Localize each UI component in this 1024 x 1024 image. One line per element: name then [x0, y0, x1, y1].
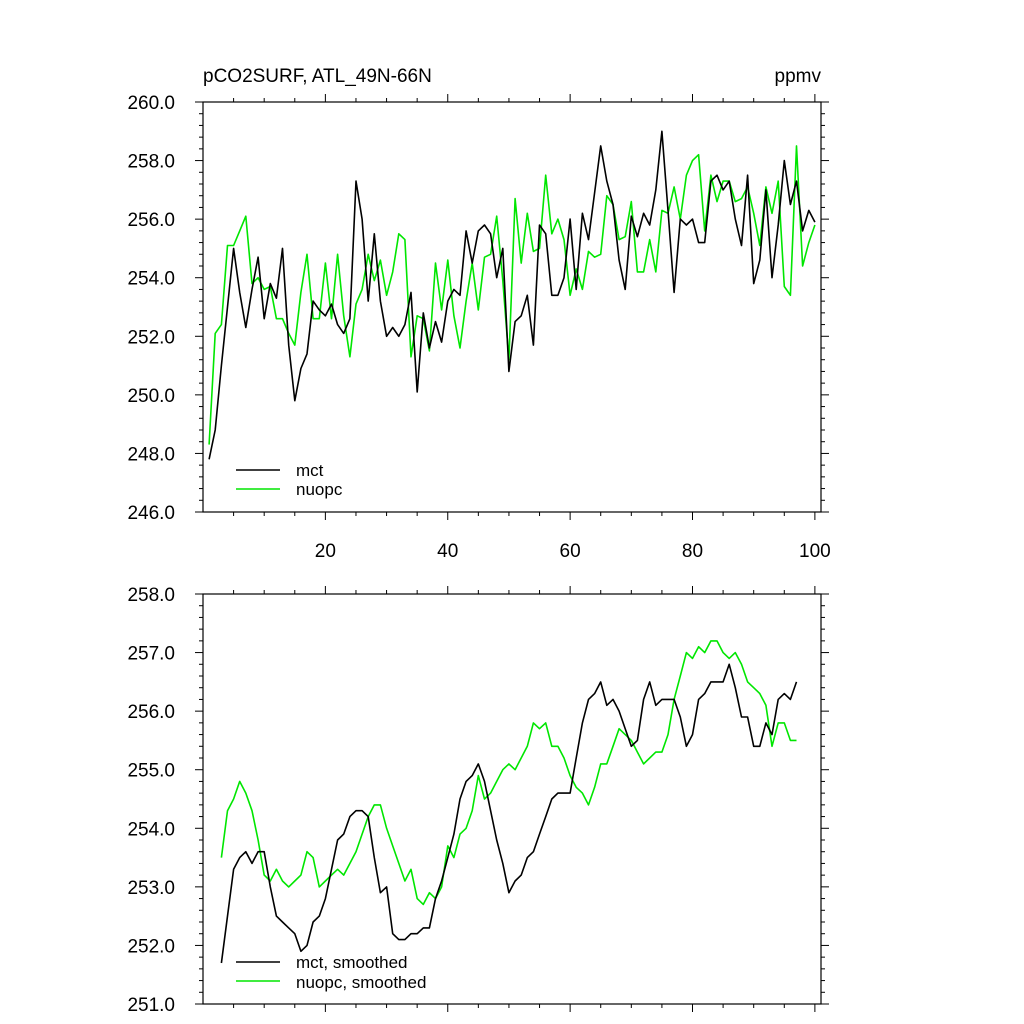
legend-bottom: mct, smoothed nuopc, smoothed: [236, 953, 426, 992]
y-tick-labels-top: 246.0 248.0 250.0 252.0 254.0 256.0 258.0 260.0: [127, 93, 175, 524]
legend-top: mct nuopc: [236, 461, 343, 499]
y-tick-label: 248.0: [127, 444, 175, 465]
y-tick-label: 246.0: [127, 503, 175, 524]
chart-title: pCO2SURF, ATL_49N-66N: [203, 66, 432, 87]
y-tick-label: 260.0: [127, 93, 175, 114]
y-tick-label: 252.0: [127, 327, 175, 348]
y-tick-label: 257.0: [127, 644, 175, 665]
x-tick-label: 100: [799, 541, 831, 562]
y-tick-label: 258.0: [127, 585, 175, 606]
plot-frame-top: [202, 101, 822, 513]
series-line-nuopc: [208, 145, 816, 445]
x-tick-label: 60: [560, 541, 581, 562]
y-tick-label: 258.0: [127, 152, 175, 173]
top-panel: pCO2SURF, ATL_49N-66N ppmv 246.0 248.0 250…: [127, 66, 830, 562]
x-tick-label: 40: [437, 541, 458, 562]
x-tick-label: 80: [682, 541, 703, 562]
y-tick-label: 256.0: [127, 210, 175, 231]
axis-ticks-bottom: [195, 586, 829, 1012]
y-tick-label: 250.0: [127, 386, 175, 407]
legend-label-mct-smoothed: mct, smoothed: [296, 953, 408, 972]
y-tick-label: 252.0: [127, 936, 175, 957]
x-tick-label: 20: [315, 541, 336, 562]
bottom-panel: 251.0 252.0 253.0 254.0 255.0 256.0 257.0 258.0…: [127, 585, 829, 1016]
units-label: ppmv: [775, 66, 822, 87]
y-tick-label: 254.0: [127, 269, 175, 290]
legend-label-nuopc: nuopc: [296, 480, 343, 499]
y-tick-label: 251.0: [127, 995, 175, 1016]
y-tick-label: 256.0: [127, 702, 175, 723]
y-tick-label: 253.0: [127, 878, 175, 899]
series-line-mct-smoothed: [220, 663, 798, 964]
series-line-nuopc-smoothed: [220, 640, 797, 906]
x-tick-labels-top: 20 40 60 80 100: [315, 541, 831, 562]
plot-frame-bottom: [202, 593, 822, 1005]
series-lines-top: [208, 130, 816, 460]
series-lines-bottom: [220, 640, 798, 964]
axis-ticks-top: [195, 94, 829, 520]
y-tick-label: 255.0: [127, 761, 175, 782]
y-tick-labels-bottom: 251.0 252.0 253.0 254.0 255.0 256.0 257.0 258.0: [127, 585, 175, 1016]
legend-label-nuopc-smoothed: nuopc, smoothed: [296, 973, 426, 992]
y-tick-label: 254.0: [127, 819, 175, 840]
legend-label-mct: mct: [296, 461, 324, 480]
series-line-mct: [208, 130, 816, 460]
